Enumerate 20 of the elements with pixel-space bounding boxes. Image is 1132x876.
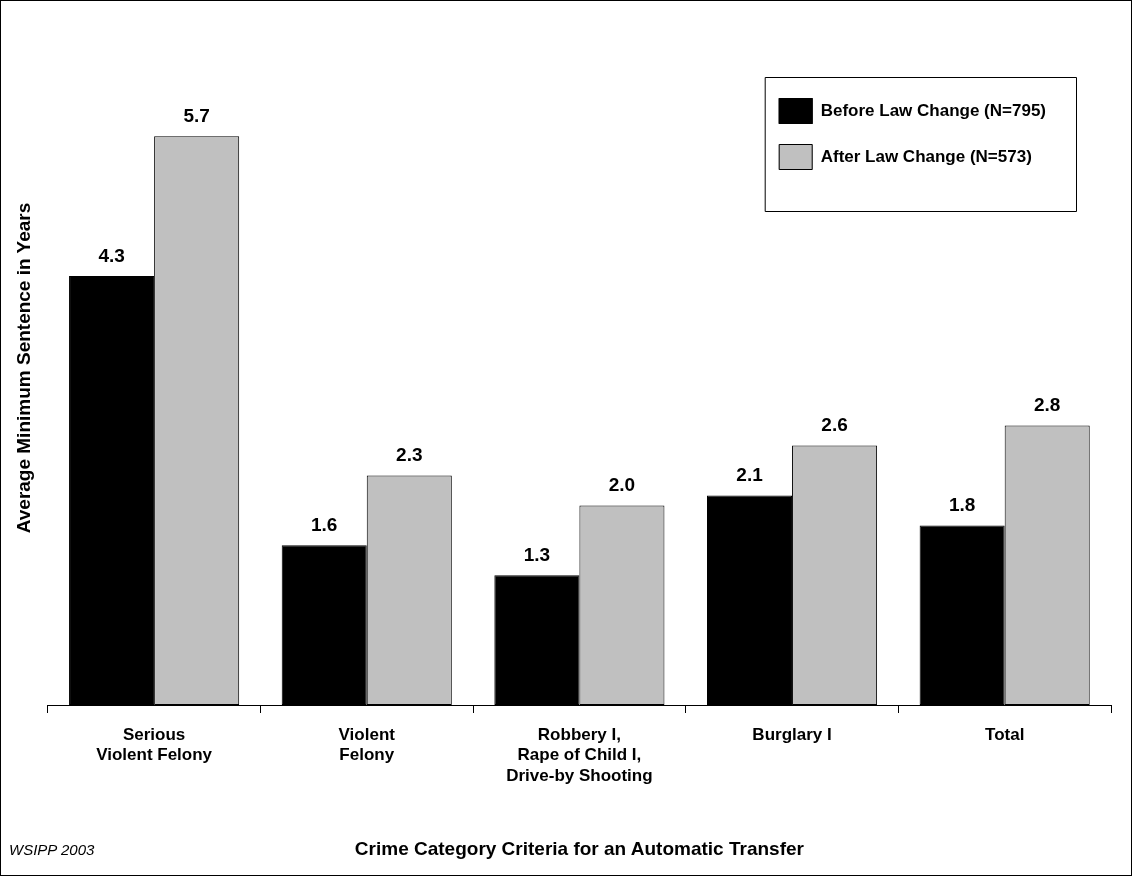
- x-tick-label: Robbery I, Rape of Child I, Drive-by Shooting: [506, 724, 653, 785]
- data-label: 1.6: [311, 514, 338, 536]
- data-label: 1.8: [948, 494, 976, 516]
- data-label: 2.0: [608, 474, 636, 496]
- data-label: 4.3: [98, 244, 125, 266]
- data-label: 5.7: [183, 104, 210, 126]
- legend-label: Before Law Change (N=795): [820, 100, 1046, 120]
- x-tick-label: Serious Violent Felony: [96, 724, 213, 765]
- data-label: 2.3: [396, 444, 423, 466]
- x-tick-label: Total: [985, 724, 1025, 744]
- data-label: 2.6: [821, 414, 848, 436]
- x-tick-label: Violent Felony: [338, 724, 396, 765]
- x-axis-title: Crime Category Criteria for an Automatic Transfer: [354, 837, 805, 859]
- text: WSIPP 2003: [9, 841, 95, 858]
- data-label: 2.8: [1034, 394, 1061, 416]
- data-label: 2.1: [736, 464, 764, 486]
- x-tick-label: Burglary I: [752, 724, 832, 744]
- legend-label: After Law Change (N=573): [820, 146, 1032, 166]
- y-axis-title: Average Minimum Sentence in Years: [12, 202, 34, 534]
- data-label: 1.3: [523, 544, 551, 566]
